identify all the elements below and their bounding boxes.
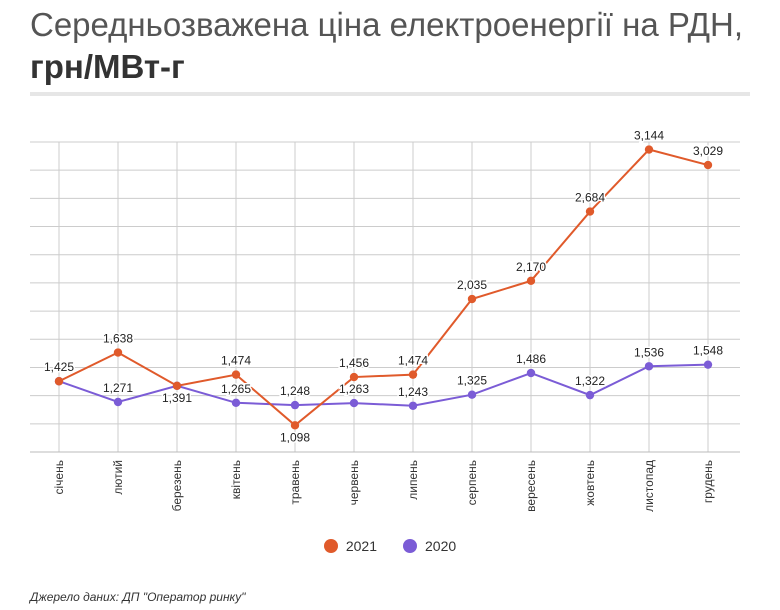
legend-item-2021: 2021: [323, 538, 377, 554]
data-point-2021: [703, 160, 713, 170]
data-label-2020: 1,265: [221, 382, 251, 396]
data-label-2021: 2,684: [575, 191, 605, 205]
chart-title: Середньозважена ціна електроенергії на Р…: [30, 4, 760, 88]
x-tick-label: квітень: [229, 460, 243, 499]
data-label-2020: 1,243: [398, 385, 428, 399]
data-point-2021: [113, 348, 123, 357]
data-label-2021: 1,098: [280, 430, 310, 444]
data-label-2021: 1,638: [103, 332, 133, 346]
x-tick-label: лютий: [111, 460, 125, 495]
data-point-2020: [467, 390, 477, 399]
data-label-2021: 1,474: [398, 354, 428, 368]
data-point-2021: [172, 381, 182, 391]
data-label-2021: 1,391: [162, 391, 192, 405]
data-label-2021: 2,170: [516, 260, 546, 274]
data-point-2020: [408, 401, 418, 410]
legend-marker: [323, 539, 338, 553]
data-label-2020: 1,548: [693, 344, 723, 358]
x-tick-label: травень: [288, 460, 302, 505]
data-point-2020: [644, 362, 654, 371]
data-point-2020: [113, 397, 123, 407]
x-tick-label: жовтень: [583, 460, 597, 506]
legend-item-2020: 2020: [403, 538, 456, 554]
data-label-2021: 1,425: [44, 360, 74, 374]
data-point-2021: [349, 372, 359, 382]
x-tick-label: липень: [406, 460, 420, 500]
x-tick-label: березень: [170, 460, 184, 511]
data-point-2020: [703, 360, 713, 369]
title-main: Середньозважена ціна електроенергії на Р…: [30, 6, 743, 43]
data-point-2021: [408, 370, 418, 379]
source-note: Джерело даних: ДП "Оператор ринку": [30, 590, 246, 604]
legend-marker: [403, 539, 417, 553]
data-point-2020: [526, 368, 536, 378]
legend: 2021 2020: [0, 538, 780, 554]
data-label-2021: 3,029: [693, 144, 723, 158]
data-label-2020: 1,486: [516, 352, 546, 366]
data-label-2021: 3,144: [634, 129, 664, 143]
legend-label: 2020: [425, 538, 457, 554]
data-point-2021: [290, 421, 300, 430]
data-label-2020: 1,263: [339, 382, 369, 396]
legend-label: 2021: [345, 538, 377, 554]
title-unit: грн/МВт-г: [30, 48, 185, 85]
data-point-2020: [349, 398, 359, 408]
data-label-2020: 1,271: [103, 381, 133, 395]
data-label-2020: 1,248: [280, 384, 310, 398]
data-point-2020: [290, 400, 300, 410]
x-tick-label: серпень: [465, 460, 479, 505]
series-line-2020: [58, 363, 709, 407]
x-tick-label: червень: [347, 460, 361, 505]
data-label-2020: 1,322: [575, 374, 605, 388]
data-point-2021: [231, 370, 241, 379]
data-point-2021: [54, 377, 64, 386]
data-point-2021: [644, 145, 654, 154]
data-point-2021: [585, 207, 595, 216]
data-label-2021: 1,456: [339, 356, 369, 370]
data-label-2020: 1,325: [457, 374, 487, 388]
data-point-2020: [231, 398, 241, 408]
data-label-2021: 1,474: [221, 354, 251, 368]
x-tick-label: листопад: [642, 460, 656, 512]
series-line-2021: [58, 148, 709, 427]
data-label-2020: 1,536: [634, 345, 664, 359]
data-point-2021: [526, 276, 536, 286]
title-divider: [30, 92, 750, 96]
data-point-2020: [585, 390, 595, 400]
x-tick-label: січень: [52, 460, 66, 494]
data-label-2021: 2,035: [457, 278, 487, 292]
data-point-2021: [467, 294, 477, 304]
x-tick-label: вересень: [524, 460, 538, 512]
x-tick-label: грудень: [701, 460, 715, 503]
